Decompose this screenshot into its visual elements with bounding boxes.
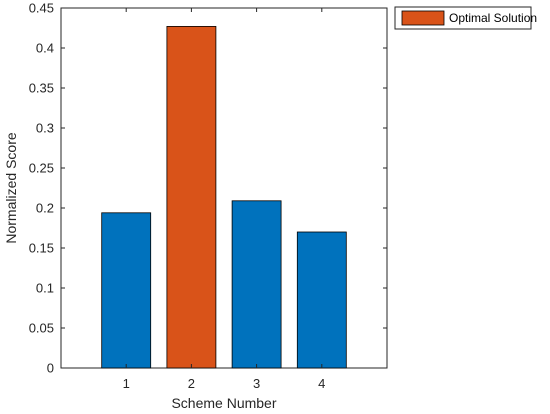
y-tick-label: 0.2 xyxy=(36,201,54,216)
y-tick-label: 0.45 xyxy=(29,1,54,16)
x-tick-label: 2 xyxy=(188,376,195,391)
y-axis-title: Normalized Score xyxy=(3,132,19,243)
x-tick-label: 1 xyxy=(123,376,130,391)
y-tick-label: 0.35 xyxy=(29,81,54,96)
bar-scheme-1 xyxy=(101,212,152,369)
x-axis-title: Scheme Number xyxy=(171,395,276,411)
bar-scheme-2 xyxy=(166,25,217,369)
bar-scheme-3 xyxy=(231,200,282,369)
bar-scheme-4 xyxy=(296,231,347,369)
x-tick-label: 3 xyxy=(253,376,260,391)
y-axis-ticks: 0 0.05 0.1 0.15 0.2 0.25 0.3 0.35 0.4 0.45 xyxy=(29,1,387,376)
legend: Optimal Solution xyxy=(394,6,537,30)
y-tick-label: 0.15 xyxy=(29,241,54,256)
y-tick-label: 0.25 xyxy=(29,161,54,176)
legend-swatch xyxy=(401,10,445,26)
x-tick-label: 4 xyxy=(318,376,325,391)
y-tick-label: 0.1 xyxy=(36,281,54,296)
y-tick-label: 0 xyxy=(47,361,54,376)
y-tick-label: 0.05 xyxy=(29,321,54,336)
bars-group xyxy=(101,25,347,369)
x-axis-ticks: 1 2 3 4 xyxy=(123,8,325,391)
y-tick-label: 0.4 xyxy=(36,41,54,56)
y-tick-label: 0.3 xyxy=(36,121,54,136)
legend-label: Optimal Solution xyxy=(449,11,537,25)
